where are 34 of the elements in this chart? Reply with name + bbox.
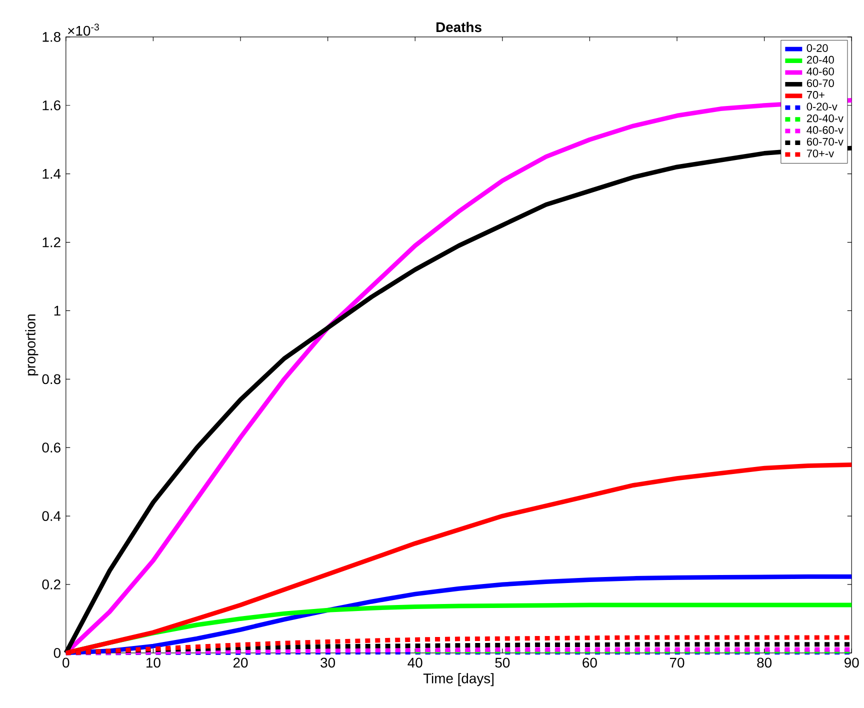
x-tick-label: 80: [757, 658, 772, 668]
x-tick-label: 90: [844, 658, 859, 668]
x-tick-label: 60: [582, 658, 597, 668]
legend-label: 0-20: [806, 44, 828, 52]
y-tick-label: 1.4: [42, 169, 61, 179]
legend-label: 40-60: [806, 68, 834, 76]
legend-label: 60-70: [806, 79, 834, 88]
x-tick-label: 40: [408, 658, 422, 668]
x-tick-label: 10: [146, 658, 160, 668]
legend-label: 20-40: [806, 56, 834, 64]
y-tick-label: 1: [54, 306, 60, 316]
x-tick-label: 50: [495, 658, 510, 668]
y-tick-label: 1.2: [42, 237, 60, 248]
x-tick-label: 30: [320, 658, 336, 668]
legend-label: 70+-v: [806, 150, 834, 158]
x-axis-title: Time [days]: [423, 673, 494, 686]
y-tick-label: 0.2: [42, 580, 60, 590]
legend-label: 70+: [806, 91, 824, 99]
legend-label: 60-70-v: [806, 138, 844, 146]
chart-title: Deaths: [436, 22, 482, 32]
legend-label: 20-40-v: [806, 114, 844, 122]
legend-label: 40-60-v: [806, 126, 844, 134]
x-tick-label: 70: [670, 658, 684, 668]
x-tick-label: 0: [62, 658, 70, 668]
y-tick-label: 1.6: [42, 100, 60, 110]
y-tick-label: 1.8: [42, 32, 60, 42]
y-axis-title: proportion: [25, 314, 38, 376]
legend-label: 0-20-v: [806, 102, 838, 111]
text: ×10$^{-3}$: [68, 24, 99, 36]
y-tick-label: 0: [54, 648, 61, 658]
y-tick-label: 0.4: [42, 511, 61, 522]
y-tick-label: 0.6: [42, 442, 60, 453]
x-tick-label: 20: [233, 658, 248, 668]
y-tick-label: 0.8: [42, 374, 60, 384]
